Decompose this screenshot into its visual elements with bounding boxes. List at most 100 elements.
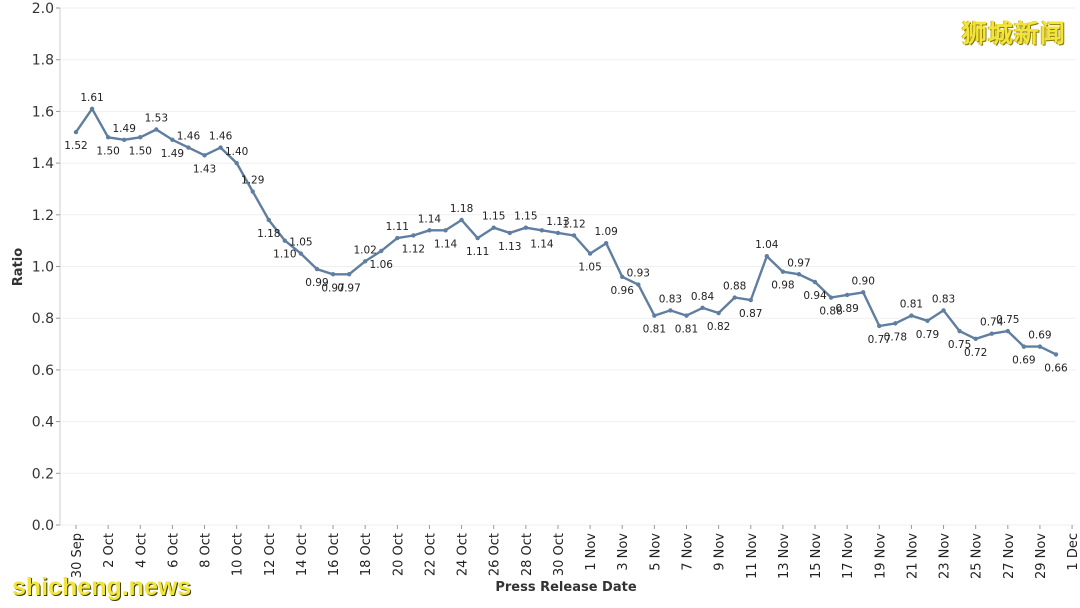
data-point bbox=[330, 272, 336, 277]
data-label: 1.52 bbox=[64, 140, 87, 152]
data-label: 1.02 bbox=[353, 244, 376, 256]
data-point bbox=[314, 266, 320, 272]
watermark-top-right: 狮城新闻 bbox=[961, 19, 1066, 48]
data-label: 1.18 bbox=[257, 228, 280, 240]
data-label: 1.14 bbox=[434, 238, 458, 250]
data-point bbox=[844, 292, 850, 298]
data-point bbox=[138, 135, 143, 140]
data-label: 1.09 bbox=[594, 226, 617, 238]
data-label: 1.10 bbox=[273, 249, 296, 261]
x-tick-label: 28 Oct bbox=[520, 533, 535, 576]
data-point bbox=[973, 336, 978, 342]
data-point bbox=[780, 269, 786, 274]
data-label: 0.97 bbox=[321, 282, 344, 294]
data-label: 0.78 bbox=[884, 331, 907, 343]
data-label: 0.84 bbox=[691, 291, 715, 303]
data-label: 1.49 bbox=[161, 148, 184, 160]
data-label: 1.05 bbox=[289, 237, 312, 249]
data-label: 1.50 bbox=[96, 145, 119, 157]
x-tick-label: 24 Oct bbox=[456, 533, 471, 576]
x-tick-label: 30 Sep bbox=[70, 533, 85, 578]
data-point bbox=[154, 127, 159, 132]
data-label: 0.72 bbox=[964, 347, 987, 359]
x-tick-label: 9 Nov bbox=[713, 533, 728, 571]
data-label: 0.83 bbox=[659, 293, 682, 305]
x-tick-label: 2 Oct bbox=[102, 533, 117, 568]
x-tick-label: 13 Nov bbox=[777, 533, 792, 579]
data-point bbox=[427, 228, 432, 233]
data-label: 1.05 bbox=[578, 262, 601, 274]
x-tick-label: 19 Nov bbox=[873, 533, 888, 579]
data-point bbox=[893, 321, 898, 326]
data-label: 0.88 bbox=[723, 281, 746, 293]
data-label: 0.96 bbox=[611, 285, 635, 297]
data-point bbox=[1005, 328, 1011, 334]
y-axis: 0.0 0.2 0.4 0.6 0.8 1.0 1.2 1.4 1.6 1.8 2.0 bbox=[32, 1, 61, 534]
data-label: 0.94 bbox=[803, 290, 827, 302]
y-tick-label: 1.2 bbox=[32, 208, 54, 224]
x-tick-label: 20 Oct bbox=[391, 533, 406, 576]
data-label: 0.93 bbox=[627, 268, 650, 280]
data-label: 1.14 bbox=[418, 213, 442, 225]
x-tick-label: 5 Nov bbox=[648, 533, 663, 571]
data-label: 1.14 bbox=[530, 238, 554, 250]
y-tick-label: 1.4 bbox=[32, 156, 54, 172]
data-point bbox=[89, 106, 95, 112]
y-tick-label: 0.6 bbox=[32, 363, 54, 379]
data-point bbox=[121, 137, 127, 143]
data-point bbox=[202, 153, 207, 158]
x-tick-label: 8 Oct bbox=[199, 533, 214, 568]
data-label: 1.06 bbox=[370, 259, 394, 271]
data-point bbox=[234, 160, 239, 166]
data-label: 1.15 bbox=[514, 211, 537, 223]
data-point bbox=[266, 217, 271, 223]
data-label: 0.82 bbox=[707, 321, 730, 333]
data-point bbox=[523, 225, 529, 230]
x-tick-label: 26 Oct bbox=[488, 533, 503, 576]
y-tick-label: 1.6 bbox=[32, 104, 54, 120]
data-point bbox=[925, 318, 930, 323]
data-point bbox=[587, 251, 593, 256]
data-point bbox=[989, 331, 994, 336]
x-axis-title: Press Release Date bbox=[495, 580, 636, 595]
data-label: 0.83 bbox=[932, 293, 955, 305]
data-labels: 1.52 1.61 1.50 1.49 1.50 1.53 1.49 1.46 1.43 1.46… bbox=[64, 92, 1068, 375]
x-tick-label: 30 Oct bbox=[552, 533, 567, 576]
data-points bbox=[73, 106, 1059, 357]
x-tick-label: 15 Nov bbox=[809, 533, 824, 579]
data-label: 0.81 bbox=[643, 324, 666, 336]
data-point bbox=[732, 295, 737, 300]
data-point bbox=[443, 228, 448, 233]
data-label: 1.04 bbox=[755, 239, 779, 251]
data-point bbox=[218, 145, 223, 150]
data-point bbox=[186, 145, 191, 150]
data-label: 1.40 bbox=[225, 146, 248, 158]
data-point bbox=[652, 313, 657, 318]
data-label: 0.97 bbox=[787, 257, 810, 269]
data-label: 0.88 bbox=[819, 306, 842, 318]
y-axis-title: Ratio bbox=[11, 248, 26, 286]
data-label: 1.12 bbox=[562, 218, 585, 230]
data-point bbox=[796, 272, 802, 277]
data-label: 1.46 bbox=[209, 131, 233, 143]
data-label: 0.69 bbox=[1028, 330, 1051, 342]
data-point bbox=[571, 233, 577, 238]
data-point bbox=[812, 279, 818, 285]
data-label: 1.18 bbox=[450, 203, 473, 215]
y-tick-label: 1.0 bbox=[32, 260, 54, 276]
data-point bbox=[828, 295, 834, 300]
data-label: 1.12 bbox=[402, 243, 425, 255]
y-tick-label: 0.2 bbox=[32, 466, 54, 482]
x-tick-label: 1 Nov bbox=[584, 533, 599, 571]
data-point bbox=[957, 328, 962, 334]
watermark-bottom-left: shicheng.news bbox=[12, 573, 192, 601]
data-label: 1.43 bbox=[193, 163, 216, 175]
data-point bbox=[73, 129, 79, 135]
x-tick-label: 29 Nov bbox=[1034, 533, 1049, 579]
data-label: 1.29 bbox=[241, 175, 264, 187]
data-point bbox=[603, 241, 609, 246]
x-tick-label: 6 Oct bbox=[166, 533, 181, 568]
y-tick-label: 2.0 bbox=[32, 1, 54, 17]
data-point bbox=[764, 253, 770, 259]
data-label: 0.66 bbox=[1044, 362, 1068, 374]
